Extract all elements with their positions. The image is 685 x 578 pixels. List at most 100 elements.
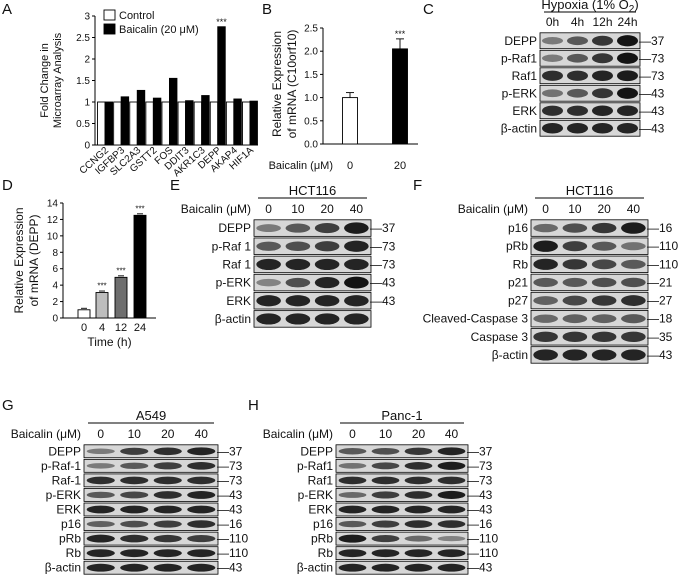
chart-d-bar [77, 309, 91, 319]
blot-band [533, 296, 558, 305]
blot-strip [530, 291, 649, 310]
blot-band [533, 258, 558, 270]
blot-band [592, 105, 613, 117]
blot-axis-label: Baicalin (μM) [11, 427, 81, 441]
blot-band [592, 88, 613, 99]
blot-row-label: Rb [66, 546, 82, 560]
blot-band [256, 313, 281, 325]
blot-condition-label: 24h [617, 15, 637, 29]
chart-d-ylabel-line2: of mRNA (DEPP) [27, 214, 41, 306]
blot-band [285, 295, 311, 307]
blot-band [86, 476, 115, 485]
blot-band [404, 505, 433, 514]
blot-strip [530, 219, 649, 237]
blot-band [437, 476, 466, 485]
chart-a-bar-baicalin [201, 95, 210, 146]
blot-condition-label: 40 [350, 202, 364, 216]
blot-row-label: DEPP [218, 221, 251, 235]
blot-band [567, 105, 588, 116]
blot-band [344, 240, 369, 252]
blot-kda-label: —73 [217, 473, 243, 487]
blot-band [371, 549, 400, 558]
blot-strip [253, 292, 372, 310]
blot-kda-label: —43 [467, 503, 493, 517]
chart-d-category-label: 24 [134, 322, 146, 334]
blot-band [371, 476, 400, 485]
blot-band [617, 105, 638, 117]
blot-band [153, 534, 182, 543]
blot-band [256, 278, 281, 287]
blot-band [314, 313, 340, 325]
blot-band [533, 331, 558, 343]
blot-band [404, 520, 433, 528]
blot-cell-line: Panc-1 [381, 408, 422, 423]
blot-kda-label: —18 [647, 312, 673, 326]
blot-band [314, 241, 340, 252]
blot-band [153, 505, 182, 514]
blot-strip [83, 546, 219, 561]
blot-kda-label: —43 [639, 121, 665, 135]
blot-c-hypoxia: DEPP —37 p-Raf1 —73 Raf1 —73 p-ERK —43 ERK —43 β-a… [501, 0, 665, 137]
blot-strip [253, 273, 372, 292]
blot-band [338, 520, 367, 528]
blot-row-label: Raf1 [512, 69, 538, 83]
blot-band [621, 259, 646, 269]
blot-row-label: p-Raf-1 [41, 459, 81, 473]
blot-band [120, 563, 149, 572]
blot-row-label: Caspase 3 [471, 330, 529, 344]
blot-condition-label: 10 [128, 427, 142, 441]
chart-d-bar [133, 214, 147, 319]
blot-band [187, 476, 216, 485]
chart-d-y-tick-label: 12 [47, 215, 59, 226]
blot-kda-label: —43 [217, 503, 243, 517]
blot-row-label: ERK [56, 503, 81, 517]
chart-b-y-tick-label: 1.5 [304, 70, 318, 81]
chart-d-y-tick-label: 4 [52, 281, 58, 292]
blot-band [591, 222, 617, 234]
blot-band [86, 534, 115, 543]
blot-band [153, 563, 182, 572]
blot-band [120, 476, 149, 485]
blot-condition-label: 20 [161, 427, 175, 441]
chart-a-y-tick-label: 0.5 [76, 119, 90, 130]
blot-band [314, 223, 340, 234]
blot-kda-label: —37 [370, 221, 396, 235]
panel-label-c: C [423, 1, 434, 18]
blot-band [344, 276, 369, 289]
chart-d-bar [114, 276, 128, 319]
blot-band [404, 476, 433, 485]
blot-band [567, 70, 588, 81]
blot-band [120, 505, 149, 514]
blot-band [187, 505, 216, 514]
blot-kda-label: —110 [217, 532, 248, 546]
blot-row-label: pRb [311, 532, 333, 546]
blot-band [187, 491, 216, 499]
blot-strip [539, 49, 641, 67]
blot-band [562, 349, 588, 361]
blot-row-label: pRb [59, 532, 81, 546]
blot-band [344, 222, 369, 234]
blot-row-label: p-Raf1 [297, 459, 333, 473]
blot-kda-label: —73 [217, 459, 243, 473]
blot-band [621, 277, 646, 288]
blot-band [562, 241, 588, 252]
blot-band [371, 563, 400, 572]
blot-band [338, 491, 367, 498]
chart-b-y-tick-label: 2.5 [304, 24, 318, 35]
blot-band [437, 461, 466, 470]
blot-kda-label: —110 [217, 546, 248, 560]
chart-a-bar-baicalin [152, 97, 162, 146]
blot-f-hct116: p16 —16 pRb —110 Rb —110 p21 —21 p27 —27 Cleaved-C… [423, 183, 678, 364]
chart-d-ylabel-line1: Relative Expression [12, 207, 26, 313]
chart-d-category-label: 12 [115, 322, 127, 334]
blot-row-label: Cleaved-Caspase 3 [423, 312, 529, 326]
blot-kda-label: —21 [647, 275, 673, 289]
blot-kda-label: —43 [647, 348, 673, 362]
blot-kda-label: —110 [467, 532, 498, 546]
blot-row-label: Raf-1 [52, 473, 82, 487]
chart-b-bar [392, 48, 408, 145]
blot-band [542, 122, 563, 134]
blot-strip [335, 488, 469, 502]
blot-axis-label: Baicalin (μM) [458, 202, 528, 216]
chart-a-bar-baicalin [185, 100, 194, 146]
